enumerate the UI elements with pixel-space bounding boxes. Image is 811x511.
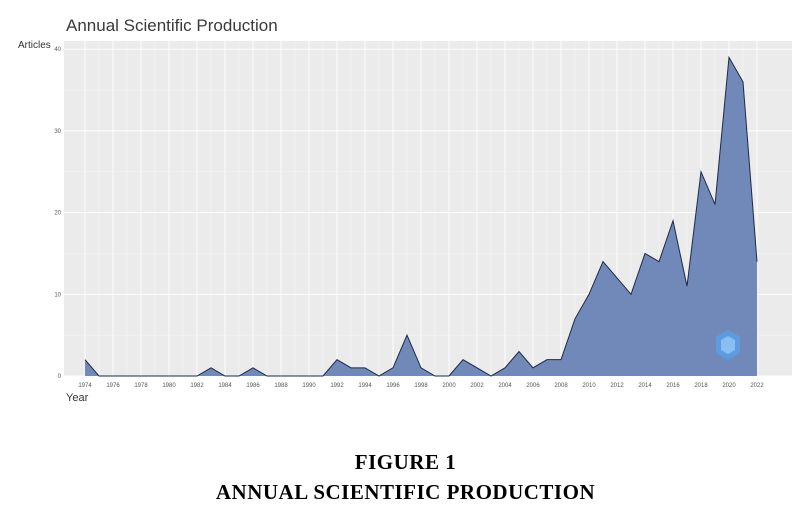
x-tick-label: 2022 bbox=[750, 383, 764, 389]
x-tick-label: 2010 bbox=[582, 383, 596, 389]
x-tick-label: 2008 bbox=[554, 383, 568, 389]
series-line bbox=[84, 55, 758, 377]
y-tick-label: 40 bbox=[54, 47, 61, 53]
x-tick-label: 1978 bbox=[134, 383, 148, 389]
x-tick-label: 2014 bbox=[638, 383, 652, 389]
x-tick-label: 1996 bbox=[386, 383, 400, 389]
y-tick-label: 30 bbox=[54, 129, 61, 135]
x-axis-label: Year bbox=[66, 392, 89, 404]
x-tick-label: 1976 bbox=[106, 383, 120, 389]
chart-title: Annual Scientific Production bbox=[66, 16, 278, 35]
figure-number: FIGURE 1 bbox=[354, 450, 457, 474]
x-tick-label: 1980 bbox=[162, 383, 176, 389]
x-tick-label: 1994 bbox=[358, 383, 372, 389]
chart-plot: 1974 1976 1978 1980 1982 1984 1986 1988 1990 1992… bbox=[54, 41, 792, 389]
figure-caption: ANNUAL SCIENTIFIC PRODUCTION bbox=[215, 480, 596, 504]
x-tick-label: 1982 bbox=[190, 383, 204, 389]
x-tick-label: 1984 bbox=[218, 383, 232, 389]
x-tick-label: 1998 bbox=[414, 383, 428, 389]
x-tick-label: 2004 bbox=[498, 383, 512, 389]
x-tick-label: 2006 bbox=[526, 383, 540, 389]
x-tick-label: 1990 bbox=[302, 383, 316, 389]
x-tick-label: 1974 bbox=[78, 383, 92, 389]
x-tick-label: 2016 bbox=[666, 383, 680, 389]
series-area bbox=[85, 57, 757, 377]
x-tick-label: 1988 bbox=[274, 383, 288, 389]
y-axis-label: Articles bbox=[18, 40, 51, 51]
x-tick-label: 2000 bbox=[442, 383, 456, 389]
x-tick-label: 2012 bbox=[610, 383, 624, 389]
x-tick-label: 2002 bbox=[470, 383, 484, 389]
x-tick-label: 2020 bbox=[722, 383, 736, 389]
x-tick-label: 2018 bbox=[694, 383, 708, 389]
x-tick-label: 1986 bbox=[246, 383, 260, 389]
watermark-logo-icon bbox=[716, 330, 740, 360]
y-tick-label: 20 bbox=[54, 211, 61, 217]
y-tick-label: 0 bbox=[58, 374, 62, 380]
x-tick-label: 1992 bbox=[330, 383, 344, 389]
y-tick-label: 10 bbox=[54, 292, 61, 298]
